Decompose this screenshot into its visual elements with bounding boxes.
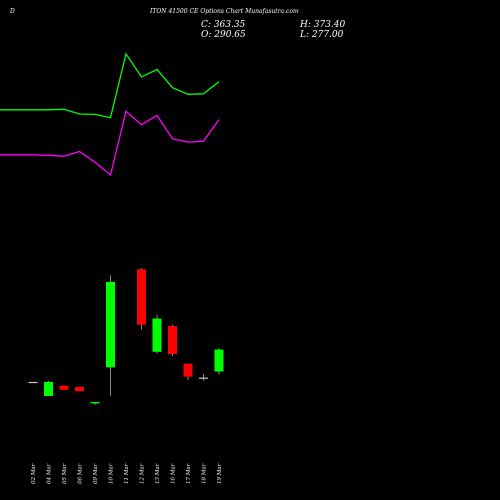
candle-body: [199, 377, 208, 379]
candle-body: [75, 387, 84, 392]
candle-09-mar: [90, 402, 100, 405]
overlay-line-2: [0, 110, 220, 177]
candle-05-mar: [59, 385, 69, 390]
chart-title-prefix: D: [9, 8, 15, 15]
candle-body: [183, 363, 193, 377]
x-tick-label: 16 Mar: [171, 463, 177, 484]
x-tick-label: 11 Mar: [124, 463, 130, 484]
x-tick-label: 05 Mar: [62, 463, 68, 484]
low-value: L: 277.00: [299, 30, 344, 40]
x-tick-label: 10 Mar: [109, 463, 115, 484]
x-tick-label: 18 Mar: [202, 463, 208, 484]
x-tick-label: 17 Mar: [186, 463, 192, 484]
x-tick-label: 12 Mar: [140, 463, 146, 484]
chart-title: ITON 41500 CE Options Chart Munafasutra.…: [149, 8, 299, 15]
candle-02-mar: [28, 381, 38, 384]
candle-body: [137, 269, 146, 325]
candle-body: [59, 385, 69, 390]
candle-body: [214, 349, 224, 372]
open-value: O: 290.65: [201, 30, 246, 40]
candle-body: [28, 381, 38, 384]
candle-body: [44, 381, 53, 396]
close-value: C: 363.35: [201, 20, 246, 30]
x-axis-ticks: 02 Mar 04 Mar 05 Mar 06 Mar 09 Mar 10 Mar 11 M…: [31, 463, 223, 484]
candle-04-mar: [44, 380, 53, 396]
candle-body: [90, 402, 100, 404]
candle-18-mar: [199, 373, 208, 381]
candle-body: [152, 318, 162, 352]
overlay-lines: [0, 52, 220, 177]
x-tick-label: 04 Mar: [47, 463, 53, 484]
overlay-line-1: [0, 52, 220, 119]
candle-19-mar: [214, 348, 224, 375]
candle-17-mar: [183, 363, 193, 380]
candle-06-mar: [75, 387, 84, 392]
x-tick-label: 06 Mar: [78, 463, 84, 484]
candle-10-mar: [106, 275, 115, 396]
candles: [28, 267, 224, 405]
candle-body: [168, 326, 177, 355]
x-tick-label: 19 Mar: [217, 463, 223, 484]
high-value: H: 373.40: [299, 20, 346, 30]
x-tick-label: 09 Mar: [93, 463, 99, 484]
candle-16-mar: [168, 324, 177, 357]
candle-13-mar: [152, 314, 162, 354]
candle-12-mar: [137, 267, 146, 330]
x-tick-label: 02 Mar: [31, 463, 37, 484]
candle-body: [106, 281, 115, 368]
x-tick-label: 13 Mar: [155, 463, 161, 484]
